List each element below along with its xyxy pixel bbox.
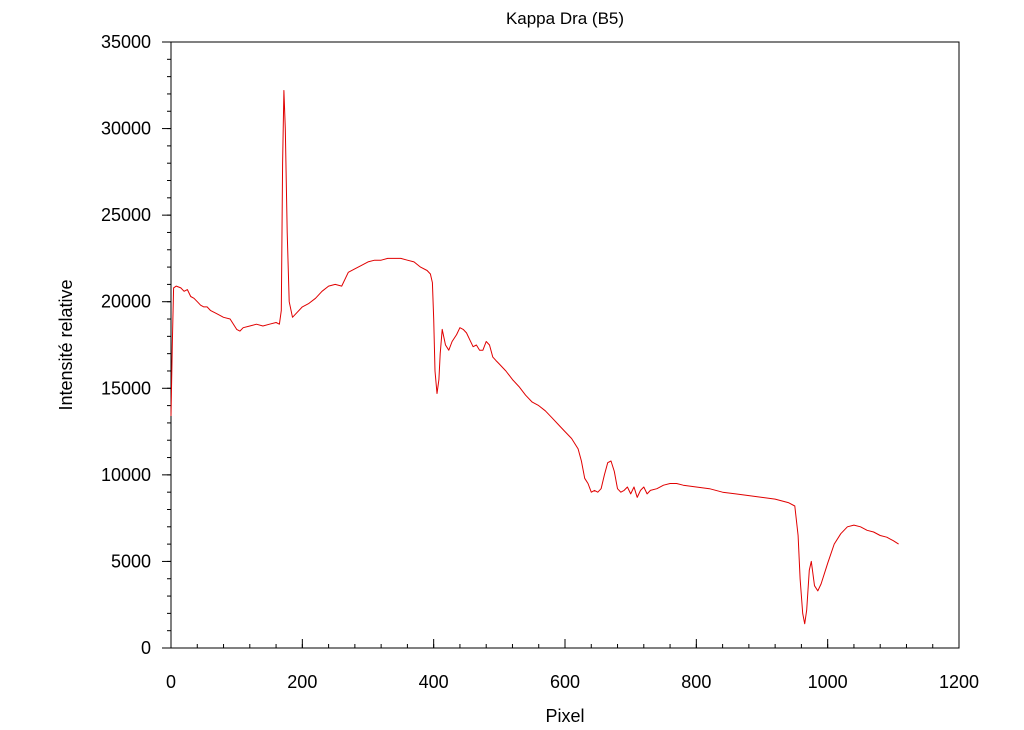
series-layer (170, 90, 899, 625)
y-axis-ticks: 0 5000 10000 15000 20000 25000 30000 35000 (101, 32, 171, 658)
y-tick-label: 10000 (101, 465, 151, 485)
x-tick-label: 400 (419, 672, 449, 692)
spectrum-line (170, 90, 899, 625)
y-tick-label: 30000 (101, 119, 151, 139)
x-tick-label: 1000 (808, 672, 848, 692)
plot-border (170, 41, 960, 649)
y-tick-label: 15000 (101, 378, 151, 398)
x-tick-label: 800 (681, 672, 711, 692)
y-axis-label: Intensité relative (56, 279, 76, 410)
x-tick-label: 1200 (939, 672, 979, 692)
x-tick-label: 600 (550, 672, 580, 692)
y-tick-label: 20000 (101, 292, 151, 312)
y-tick-label: 0 (141, 638, 151, 658)
x-tick-label: 0 (166, 672, 176, 692)
chart-title: Kappa Dra (B5) (506, 9, 624, 28)
y-tick-label: 35000 (101, 32, 151, 52)
x-axis-label: Pixel (545, 706, 584, 726)
x-tick-label: 200 (287, 672, 317, 692)
y-tick-label: 25000 (101, 205, 151, 225)
plot-frame (170, 41, 960, 649)
x-axis-ticks: 0 200 400 600 800 1000 1200 (166, 639, 979, 692)
y-tick-label: 5000 (111, 551, 151, 571)
